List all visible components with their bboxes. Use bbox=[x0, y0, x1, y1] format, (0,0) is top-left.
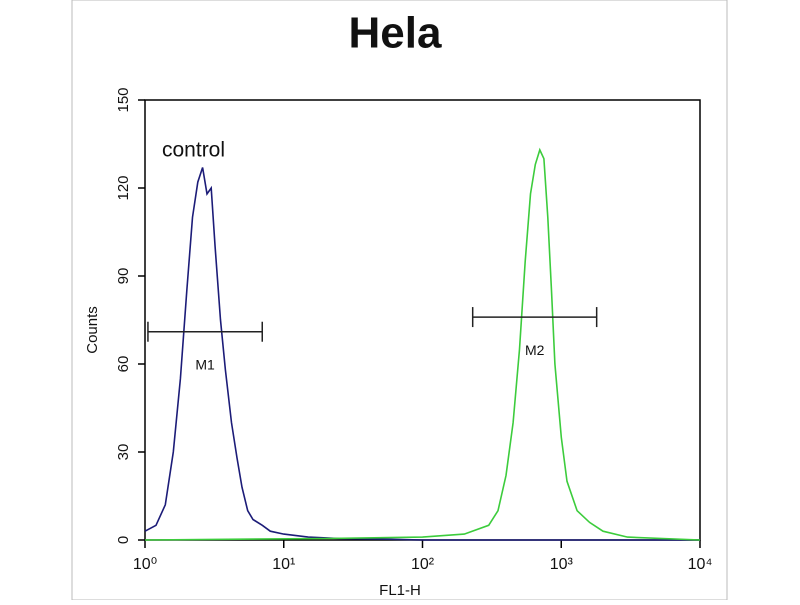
gate-label: M1 bbox=[195, 356, 215, 372]
y-tick-label: 60 bbox=[115, 356, 132, 373]
y-axis-label: Counts bbox=[84, 306, 101, 354]
y-tick-label: 90 bbox=[115, 268, 132, 285]
histogram-line bbox=[144, 167, 700, 541]
histogram-line bbox=[144, 147, 701, 541]
x-tick-label: 10² bbox=[411, 556, 435, 573]
chart-title: Hela bbox=[349, 9, 442, 58]
y-tick-label: 150 bbox=[115, 87, 132, 112]
y-tick-label: 0 bbox=[115, 536, 132, 544]
panel bbox=[71, 0, 728, 601]
annotation: control bbox=[162, 139, 225, 162]
y-tick-label: 120 bbox=[115, 175, 132, 200]
y-tick-label: 30 bbox=[115, 444, 132, 461]
x-tick-label: 10⁰ bbox=[133, 556, 157, 573]
x-tick-label: 10¹ bbox=[272, 556, 295, 573]
gate-label: M2 bbox=[525, 342, 545, 358]
x-tick-label: 10⁴ bbox=[688, 556, 713, 573]
x-axis-label: FL1-H bbox=[379, 582, 421, 599]
x-tick-label: 10³ bbox=[550, 556, 574, 573]
